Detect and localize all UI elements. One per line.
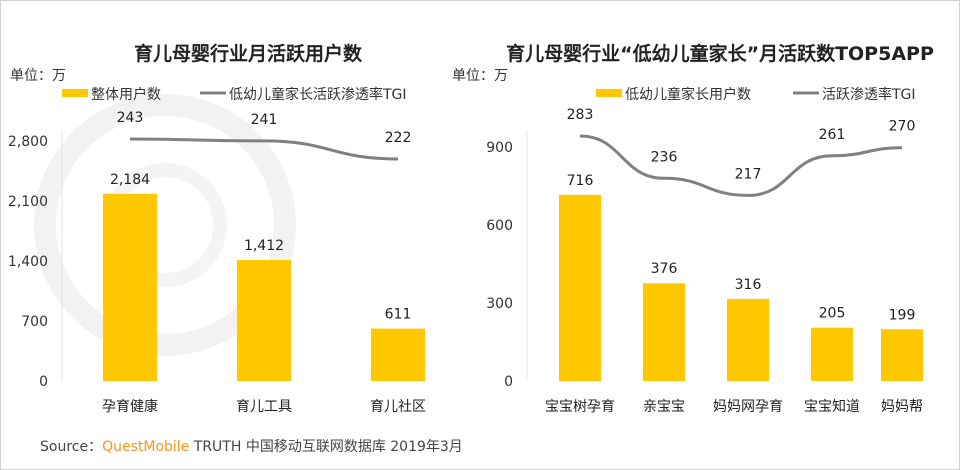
y-tick-label: 0 — [504, 374, 513, 390]
tgi-value-label: 236 — [651, 149, 678, 165]
y-tick-label: 2,800 — [8, 134, 48, 150]
unit-label: 单位：万 — [10, 68, 66, 84]
tgi-value-label: 241 — [251, 112, 278, 128]
unit-label: 单位：万 — [452, 68, 508, 84]
chart-title: 育儿母婴行业“低幼儿童家长”月活跃数TOP5APP — [506, 42, 934, 65]
y-tick-label: 1,400 — [8, 254, 48, 270]
x-tick-label: 宝宝知道 — [804, 398, 860, 415]
bar-宝宝树孕育 — [559, 194, 601, 381]
y-tick-label: 300 — [486, 296, 513, 312]
tgi-value-label: 270 — [889, 119, 916, 135]
bar-妈妈网孕育 — [727, 298, 769, 381]
x-tick-label: 育儿社区 — [370, 399, 426, 415]
bar-value-label: 316 — [735, 277, 762, 293]
chart-title: 育儿母婴行业月活跃用户数 — [134, 42, 363, 65]
bar-value-label: 376 — [651, 261, 678, 277]
bar-育儿工具 — [237, 259, 291, 381]
legend-bar-label: 整体用户数 — [91, 86, 161, 103]
legend-line-label: 低幼儿童家长活跃渗透率TGI — [229, 86, 407, 103]
tgi-value-label: 243 — [117, 110, 144, 126]
legend-line-label: 活跃渗透率TGI — [822, 86, 916, 103]
legend-bar-swatch — [596, 89, 622, 97]
tgi-value-label: 283 — [567, 107, 594, 123]
bar-value-label: 205 — [819, 306, 846, 322]
y-tick-label: 0 — [39, 374, 48, 390]
bar-value-label: 2,184 — [110, 172, 150, 188]
x-tick-label: 孕育健康 — [102, 398, 158, 415]
x-tick-label: 亲宝宝 — [643, 399, 685, 415]
tgi-value-label: 222 — [385, 130, 412, 146]
watermark-ring — [34, 94, 296, 356]
bar-孕育健康 — [103, 193, 157, 381]
x-tick-label: 宝宝树孕育 — [545, 399, 615, 415]
bar-妈妈帮 — [881, 329, 923, 381]
x-tick-label: 妈妈帮 — [881, 399, 923, 415]
y-tick-label: 600 — [486, 218, 513, 234]
y-tick-label: 2,100 — [8, 194, 48, 210]
source-brand: QuestMobile — [102, 439, 190, 455]
tgi-value-label: 261 — [819, 127, 846, 143]
bar-value-label: 199 — [889, 307, 916, 323]
source-text: TRUTH 中国移动互联网数据库 2019年3月 — [189, 439, 463, 455]
legend-bar-label: 低幼儿童家长用户数 — [625, 86, 751, 103]
tgi-value-label: 217 — [735, 166, 762, 182]
bar-value-label: 611 — [385, 307, 412, 323]
legend-bar-swatch — [62, 89, 88, 97]
bar-亲宝宝 — [643, 283, 685, 381]
tgi-line — [579, 134, 903, 197]
y-tick-label: 700 — [21, 314, 48, 330]
source-prefix: Source： — [40, 439, 103, 455]
x-tick-label: 育儿工具 — [236, 399, 292, 415]
x-tick-label: 妈妈网孕育 — [713, 399, 783, 415]
bar-value-label: 1,412 — [244, 238, 284, 254]
bar-育儿社区 — [371, 328, 425, 381]
tgi-line — [129, 137, 399, 161]
bar-宝宝知道 — [811, 327, 853, 381]
bar-value-label: 716 — [567, 173, 594, 189]
source-note: Source：QuestMobile TRUTH 中国移动互联网数据库 2019… — [40, 436, 463, 456]
y-tick-label: 900 — [486, 140, 513, 156]
